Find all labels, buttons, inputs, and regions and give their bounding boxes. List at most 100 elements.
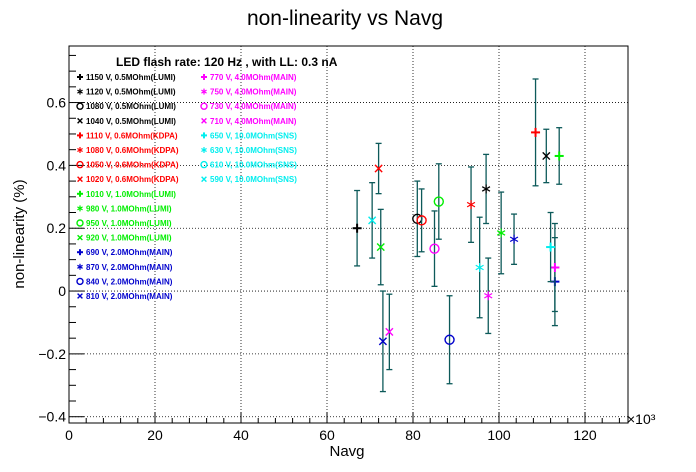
legend-entry: 650 V, 10.0MOhm(SNS) (201, 131, 297, 140)
data-marker (429, 243, 440, 254)
y-tick-label: 0.2 (47, 220, 67, 236)
data-marker (484, 291, 493, 301)
legend-entry: 1110 V, 0.6MOhm(KDPA) (77, 131, 178, 140)
legend-marker (77, 234, 83, 241)
data-marker (550, 262, 560, 272)
legend-marker (76, 160, 84, 169)
data-marker (546, 242, 556, 252)
data-marker (466, 200, 476, 210)
data-marker (542, 151, 551, 161)
data-point (368, 182, 377, 259)
legend-entry: 730 V, 4.0MOhm(MAIN) (200, 102, 297, 111)
legend-entry: 840 V, 2.0MOhm(MAIN) (76, 277, 173, 286)
marker-stroke (429, 243, 440, 254)
y-tick-label: −0.2 (38, 346, 66, 362)
marker-stroke (77, 206, 83, 211)
data-point (466, 166, 476, 244)
data-point (554, 127, 564, 185)
data-layer (352, 78, 564, 393)
legend-label: 1050 V, 0.6MOhm(KDPA) (86, 161, 179, 170)
data-point (542, 128, 551, 184)
marker-stroke (496, 230, 506, 236)
marker-stroke (77, 147, 83, 153)
data-point (475, 216, 484, 319)
legend-label: 770 V, 4.0MOhm(MAIN) (210, 73, 297, 82)
data-marker (554, 151, 564, 161)
data-marker (374, 164, 383, 173)
legend-marker (76, 277, 84, 286)
legend-marker (200, 160, 208, 169)
legend-marker (77, 176, 83, 183)
legend-marker (201, 147, 207, 153)
legend-marker (201, 117, 207, 124)
marker-stroke (77, 117, 83, 124)
marker-stroke (378, 337, 387, 346)
chart-title: non-linearity vs Navg (247, 7, 443, 30)
legend-marker (77, 205, 83, 212)
x-axis-multiplier: ×10³ (627, 411, 656, 427)
grid-layer (69, 46, 628, 423)
data-marker (531, 127, 541, 137)
x-tick-label: 20 (147, 427, 163, 443)
marker-stroke (77, 234, 83, 241)
legend-entry: 870 V, 2.0MOhm(MAIN) (77, 263, 173, 272)
data-marker (352, 223, 362, 233)
marker-stroke (509, 236, 519, 242)
marker-stroke (77, 264, 83, 269)
legend-entry: 590 V, 10.0MOhm(SNS) (201, 175, 297, 184)
legend-entry: 770 V, 4.0MOhm(MAIN) (201, 73, 297, 82)
data-point (433, 163, 444, 240)
marker-stroke (77, 89, 83, 94)
legend-label: 730 V, 4.0MOhm(MAIN) (210, 102, 297, 111)
legend-entry: 610 V, 10.0MOhm(SNS) (200, 160, 297, 170)
data-point (352, 189, 362, 267)
marker-stroke (374, 164, 383, 173)
legend-marker (77, 249, 83, 256)
data-point (378, 290, 387, 393)
legend-label: 650 V, 10.0MOhm(SNS) (210, 131, 297, 140)
y-axis-label: non-linearity (%) (11, 179, 28, 288)
legend-marker (77, 147, 83, 153)
data-point (550, 222, 560, 313)
data-point (429, 210, 440, 287)
legend-marker (200, 102, 208, 110)
data-marker (481, 184, 491, 194)
data-marker (475, 262, 484, 272)
legend-label: 1010 V, 1.0MOhm(LUMI) (86, 190, 176, 199)
marker-stroke (201, 176, 207, 183)
marker-stroke (77, 176, 83, 183)
legend-marker (77, 293, 83, 299)
marker-stroke (76, 102, 84, 110)
legend-label: 920 V, 1.0MOhm(LUMI) (86, 234, 172, 243)
data-point (374, 142, 383, 195)
data-point (496, 191, 506, 275)
legend-label: 590 V, 10.0MOhm(SNS) (210, 175, 297, 184)
legend-entry: 950 V, 1.0MOhm(LUMI) (76, 219, 172, 228)
data-point (416, 188, 427, 253)
legend-marker (77, 74, 83, 80)
data-marker (376, 242, 385, 252)
legend-entry: 1080 V, 0.5MOhm(LUMI) (76, 102, 176, 111)
legend-label: 1040 V, 0.5MOhm(LUMI) (86, 117, 176, 126)
legend-label: 810 V, 2.0MOhm(MAIN) (86, 292, 173, 301)
legend-entry: 1020 V, 0.6MOhm(KDPA) (77, 175, 179, 184)
legend-entry: 810 V, 2.0MOhm(MAIN) (77, 292, 173, 301)
marker-stroke (444, 334, 455, 345)
tick-layer: 0 20 40 60 80 100 120 −0.4 −0.2 0 0.2 0.4 0.6 (38, 54, 620, 443)
legend-marker (201, 88, 207, 95)
x-tick-label: 120 (573, 427, 597, 443)
legend-marker (77, 190, 83, 197)
legend-label: 980 V, 1.0MOhm(LUMI) (86, 204, 172, 213)
marker-stroke (76, 160, 84, 169)
data-point (484, 257, 493, 335)
legend-marker (77, 117, 83, 124)
marker-stroke (201, 117, 207, 124)
data-point (481, 153, 491, 225)
marker-stroke (416, 215, 427, 226)
data-point (385, 293, 394, 371)
data-marker (444, 334, 455, 345)
legend-marker (201, 74, 207, 80)
legend-entry: 1050 V, 0.6MOhm(KDPA) (76, 160, 179, 170)
